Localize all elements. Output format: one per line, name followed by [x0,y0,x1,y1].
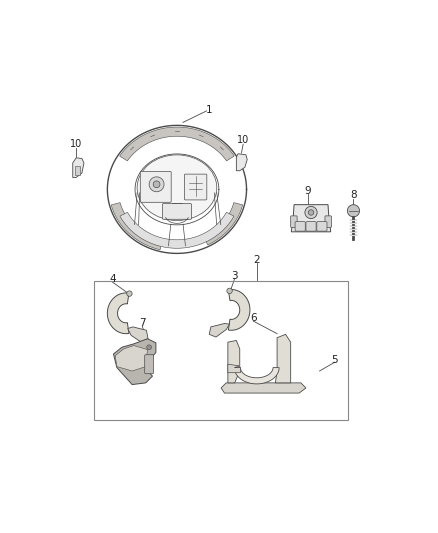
Text: 6: 6 [250,313,257,324]
Polygon shape [228,341,240,383]
Polygon shape [115,345,148,371]
Polygon shape [291,205,331,232]
FancyBboxPatch shape [325,216,332,228]
Circle shape [227,288,232,294]
Text: 7: 7 [139,319,146,328]
Polygon shape [73,158,84,177]
Polygon shape [113,339,156,385]
Polygon shape [107,293,129,334]
Polygon shape [128,327,148,342]
FancyBboxPatch shape [317,222,327,231]
Circle shape [308,210,314,215]
Polygon shape [276,334,291,383]
Polygon shape [228,364,240,373]
Polygon shape [209,324,230,337]
Polygon shape [120,212,234,248]
Text: 3: 3 [231,271,238,281]
Polygon shape [111,203,162,250]
Bar [94,281,348,420]
Circle shape [153,181,160,188]
Polygon shape [237,154,247,171]
FancyBboxPatch shape [140,172,171,203]
Text: 5: 5 [332,355,338,365]
Text: 1: 1 [206,104,212,115]
Polygon shape [120,127,234,161]
Text: 8: 8 [350,190,357,200]
FancyBboxPatch shape [306,222,316,231]
Circle shape [347,205,360,217]
FancyBboxPatch shape [291,216,297,228]
Text: 10: 10 [70,139,82,149]
Circle shape [147,345,152,350]
Polygon shape [228,289,250,330]
Polygon shape [204,203,243,245]
Text: 10: 10 [237,135,249,145]
FancyBboxPatch shape [162,204,191,219]
FancyBboxPatch shape [295,222,305,231]
FancyBboxPatch shape [184,174,207,200]
Text: 4: 4 [109,274,116,284]
Text: 2: 2 [254,255,260,265]
Polygon shape [221,383,306,393]
Circle shape [127,291,132,296]
Ellipse shape [137,155,217,221]
Text: 9: 9 [304,186,311,196]
FancyBboxPatch shape [145,354,154,374]
Circle shape [149,177,164,192]
Polygon shape [75,166,80,175]
Polygon shape [234,368,279,384]
Circle shape [305,206,317,219]
